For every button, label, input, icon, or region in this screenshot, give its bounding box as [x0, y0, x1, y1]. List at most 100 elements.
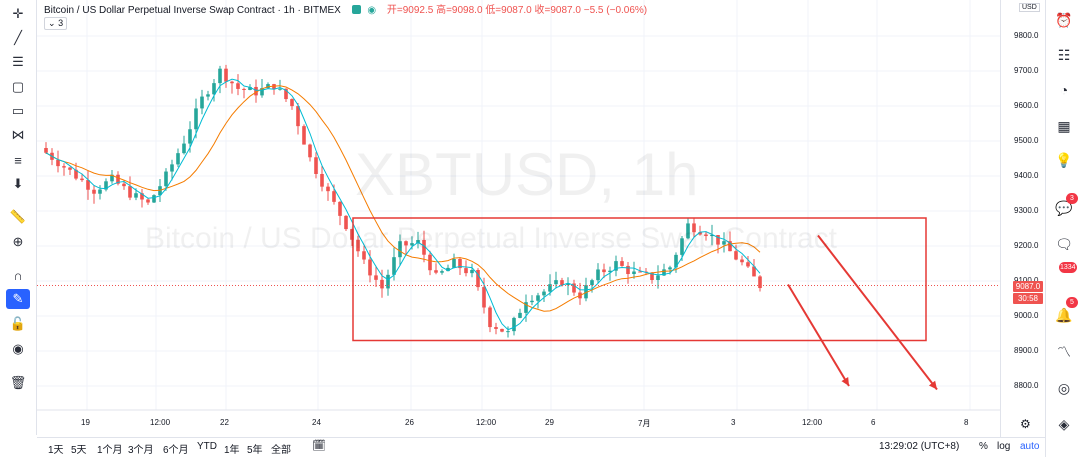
- trendline-icon[interactable]: ╱: [14, 30, 22, 45]
- ma-slow-line: [45, 85, 761, 312]
- chevron-down-icon: ⌄: [48, 18, 56, 28]
- candle-body: [440, 271, 444, 273]
- price-axis[interactable]: USD: [1000, 0, 1045, 437]
- range-button[interactable]: 5年: [247, 445, 263, 456]
- candle-body: [500, 328, 504, 332]
- range-button[interactable]: 6个月: [163, 445, 189, 456]
- log-toggle[interactable]: log: [997, 441, 1011, 452]
- indicators-toggle[interactable]: ⌄ 3: [44, 17, 68, 30]
- candle-body: [68, 167, 72, 170]
- currency-label[interactable]: USD: [1019, 3, 1040, 12]
- range-button[interactable]: 1年: [224, 445, 240, 456]
- ma-fast-line: [45, 78, 761, 331]
- legend-open: 开=9092.5: [386, 5, 434, 16]
- range-button[interactable]: 1个月: [97, 445, 123, 456]
- calendar-icon[interactable]: ▦: [1057, 117, 1071, 134]
- date-range-icon[interactable]: 🗓: [312, 440, 326, 452]
- candle-body: [230, 81, 234, 84]
- candle-body: [590, 280, 594, 286]
- lock-icon[interactable]: 🔓: [9, 316, 27, 331]
- candle-body: [734, 251, 738, 260]
- candle-body: [536, 295, 540, 301]
- settings-icon[interactable]: ⚙: [1020, 417, 1031, 431]
- range-button[interactable]: 全部: [271, 445, 291, 456]
- candle-body: [656, 275, 660, 281]
- magnet-icon[interactable]: ∩: [13, 267, 23, 283]
- candle-body: [668, 267, 672, 270]
- callout-icon[interactable]: ▭: [11, 103, 25, 118]
- candle-body: [356, 239, 360, 252]
- range-button[interactable]: YTD: [197, 441, 217, 452]
- layers-icon[interactable]: ◈: [1058, 415, 1070, 432]
- alarm-clock-icon[interactable]: ⏰: [1055, 11, 1073, 28]
- clock-time[interactable]: 13:29:02 (UTC+8): [879, 441, 960, 452]
- time-tick-label: 29: [545, 418, 554, 427]
- range-button[interactable]: 1天: [48, 445, 64, 456]
- candle-body: [200, 96, 204, 109]
- fib-icon[interactable]: ≡: [14, 152, 22, 168]
- price-tick-label: 9000.0: [1014, 311, 1039, 320]
- candle-body: [650, 272, 654, 281]
- pattern-icon[interactable]: ⋈: [11, 127, 25, 142]
- candle-body: [44, 148, 48, 153]
- candle-body: [428, 254, 432, 271]
- notifications-badge: 5: [1066, 297, 1078, 308]
- annotation-rectangle: [352, 217, 927, 342]
- zoom-in-icon[interactable]: ⊕: [12, 234, 24, 249]
- legend-change: −5.5 (−0.06%): [583, 5, 648, 16]
- watermark-symbol: XBTUSD, 1h: [355, 141, 699, 208]
- annotation-arrow: [817, 234, 938, 391]
- candle-body: [506, 331, 510, 333]
- horizontal-lines-icon[interactable]: ☰: [12, 54, 24, 69]
- pencil-lock-icon[interactable]: ✎: [6, 289, 30, 309]
- candle-body: [254, 86, 258, 96]
- time-tick-label: 12:00: [802, 418, 823, 427]
- auto-toggle[interactable]: auto: [1020, 441, 1040, 452]
- candle-body: [212, 83, 216, 95]
- candle-body: [524, 302, 528, 313]
- candle-body: [332, 191, 336, 202]
- candle-body: [410, 243, 414, 246]
- trend-icon[interactable]: 〽: [1057, 344, 1071, 360]
- candle-body: [494, 327, 498, 329]
- candle-body: [458, 258, 462, 269]
- price-tick-label: 9500.0: [1014, 136, 1039, 145]
- chart-area[interactable]: [37, 0, 1000, 437]
- eye-icon[interactable]: ◉: [12, 341, 24, 356]
- notifications-icon[interactable]: 🔔: [1055, 306, 1073, 323]
- crosshair-icon[interactable]: ✛: [12, 6, 24, 21]
- range-button[interactable]: 5天: [71, 445, 87, 456]
- trash-icon[interactable]: 🗑: [9, 375, 27, 390]
- candle-body: [560, 280, 564, 286]
- market-dot-icon: ◉: [367, 5, 377, 16]
- ideas-icon[interactable]: 💡: [1055, 151, 1073, 168]
- candle-body: [116, 174, 120, 184]
- candle-body: [614, 261, 618, 271]
- ruler-icon[interactable]: 📏: [9, 209, 27, 224]
- candle-body: [722, 241, 726, 245]
- messages-icon[interactable]: 🗨: [1055, 235, 1073, 252]
- annotation-arrowhead: [928, 380, 937, 390]
- candle-body: [464, 268, 468, 274]
- symbol-title[interactable]: Bitcoin / US Dollar Perpetual Inverse Sw…: [44, 5, 341, 16]
- data-window-icon[interactable]: ◔: [1059, 82, 1069, 98]
- candle-body: [206, 94, 210, 97]
- price-tick-label: 9600.0: [1014, 101, 1039, 110]
- candlestick-chart[interactable]: [37, 0, 1000, 437]
- candle-body: [146, 199, 150, 203]
- percent-toggle[interactable]: %: [979, 441, 988, 452]
- time-tick-label: 8: [964, 418, 969, 427]
- watchlist-icon[interactable]: ☷: [1057, 46, 1071, 63]
- broadcast-icon[interactable]: ◎: [1057, 379, 1071, 396]
- candle-body: [392, 257, 396, 275]
- price-tick-label: 9100.0: [1014, 276, 1038, 285]
- time-tick-label: 3: [731, 418, 736, 427]
- rectangle-tool-icon[interactable]: ▢: [11, 79, 25, 94]
- candle-body: [542, 291, 546, 296]
- candle-body: [554, 280, 558, 285]
- candle-body: [92, 189, 96, 194]
- range-button[interactable]: 3个月: [128, 445, 154, 456]
- candle-body: [716, 234, 720, 245]
- arrow-down-icon[interactable]: ⬇: [12, 176, 24, 191]
- bottom-bar: 1天 5天 1个月 3个月 6个月 YTD 1年 5年 全部 🗓 13:29:02 (UTC+8…: [37, 437, 1045, 458]
